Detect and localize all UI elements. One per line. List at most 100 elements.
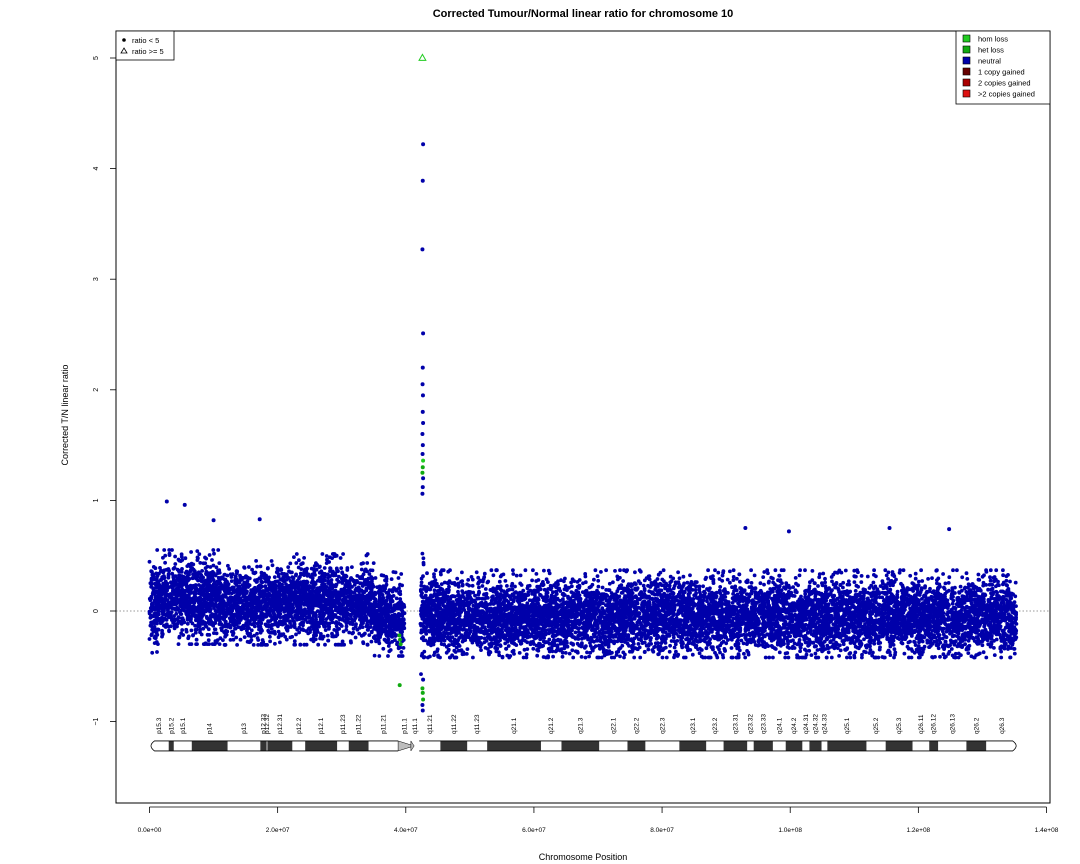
data-point xyxy=(238,605,243,610)
data-point xyxy=(207,608,212,613)
data-point xyxy=(181,602,186,607)
data-point xyxy=(169,580,173,585)
data-point xyxy=(396,601,401,606)
data-point xyxy=(299,608,304,612)
data-point xyxy=(191,562,196,567)
data-point xyxy=(262,571,267,576)
data-point xyxy=(152,626,157,631)
data-point xyxy=(395,614,400,618)
y-tick-label: −1 xyxy=(93,718,100,726)
data-point xyxy=(344,624,349,629)
data-point xyxy=(156,601,161,606)
data-point xyxy=(292,639,297,644)
data-point xyxy=(285,613,289,618)
data-point xyxy=(360,589,365,594)
data-point xyxy=(202,582,206,587)
data-point xyxy=(215,594,220,599)
data-point xyxy=(236,625,241,629)
data-point xyxy=(339,576,344,581)
data-point xyxy=(189,642,194,646)
data-point xyxy=(259,621,264,626)
data-point xyxy=(173,562,178,566)
data-point xyxy=(228,600,233,605)
data-point xyxy=(185,621,190,626)
data-point xyxy=(197,583,201,587)
data-point xyxy=(585,650,589,655)
data-point xyxy=(248,619,252,623)
data-point xyxy=(313,632,318,636)
data-point xyxy=(182,578,187,582)
data-point xyxy=(293,642,297,647)
data-point xyxy=(340,639,345,644)
data-point xyxy=(302,556,306,560)
data-point xyxy=(361,561,365,566)
data-point xyxy=(193,630,198,635)
data-point xyxy=(253,591,257,595)
data-point xyxy=(193,574,198,579)
data-point xyxy=(314,628,318,632)
data-point xyxy=(230,586,235,591)
data-point xyxy=(419,593,424,598)
data-point xyxy=(155,548,160,552)
data-point xyxy=(357,605,362,610)
data-point xyxy=(345,601,350,606)
data-point xyxy=(209,604,214,608)
data-point xyxy=(278,619,282,624)
data-point xyxy=(208,597,212,602)
data-point xyxy=(270,563,275,568)
data-point xyxy=(360,576,365,581)
data-point xyxy=(161,616,166,621)
data-point xyxy=(359,567,364,572)
data-point xyxy=(171,599,176,603)
data-point xyxy=(174,597,179,602)
data-point xyxy=(421,556,426,561)
data-point xyxy=(399,572,404,576)
data-point xyxy=(269,559,274,563)
data-point xyxy=(332,634,337,639)
data-point xyxy=(231,633,235,637)
data-point xyxy=(301,628,306,632)
x-tick-label: 1.0e+08 xyxy=(778,827,802,834)
data-point xyxy=(212,551,216,556)
data-point xyxy=(421,562,426,567)
data-point xyxy=(389,609,394,614)
data-point xyxy=(167,628,171,633)
data-point xyxy=(267,630,271,634)
data-point xyxy=(359,609,363,614)
data-point xyxy=(351,601,355,606)
data-point xyxy=(165,581,170,586)
data-point xyxy=(314,615,318,620)
data-point xyxy=(203,566,208,570)
data-point xyxy=(377,641,382,646)
data-point xyxy=(313,600,318,605)
data-point xyxy=(381,646,386,651)
data-point xyxy=(248,602,253,607)
data-point xyxy=(296,565,301,570)
data-point xyxy=(305,602,309,607)
data-point xyxy=(296,596,301,600)
data-point xyxy=(244,621,249,625)
data-point xyxy=(231,629,235,634)
data-point xyxy=(175,617,180,622)
data-point xyxy=(283,597,287,602)
data-point xyxy=(387,634,392,638)
x-tick-label: 2.0e+07 xyxy=(266,827,290,834)
data-point xyxy=(286,565,291,569)
data-point xyxy=(385,638,390,643)
data-point xyxy=(208,565,213,569)
data-point xyxy=(365,552,370,556)
data-point xyxy=(323,642,327,647)
data-point xyxy=(337,601,341,606)
data-point xyxy=(264,593,269,598)
data-point xyxy=(330,631,334,636)
y-tick-label: 5 xyxy=(93,56,100,60)
data-point xyxy=(268,607,272,612)
data-point xyxy=(320,552,325,556)
data-point xyxy=(208,613,213,618)
data-point xyxy=(249,628,254,633)
data-point xyxy=(913,576,918,581)
data-point xyxy=(228,572,233,577)
data-point xyxy=(151,565,156,569)
data-point xyxy=(310,576,315,580)
data-point xyxy=(263,584,268,589)
